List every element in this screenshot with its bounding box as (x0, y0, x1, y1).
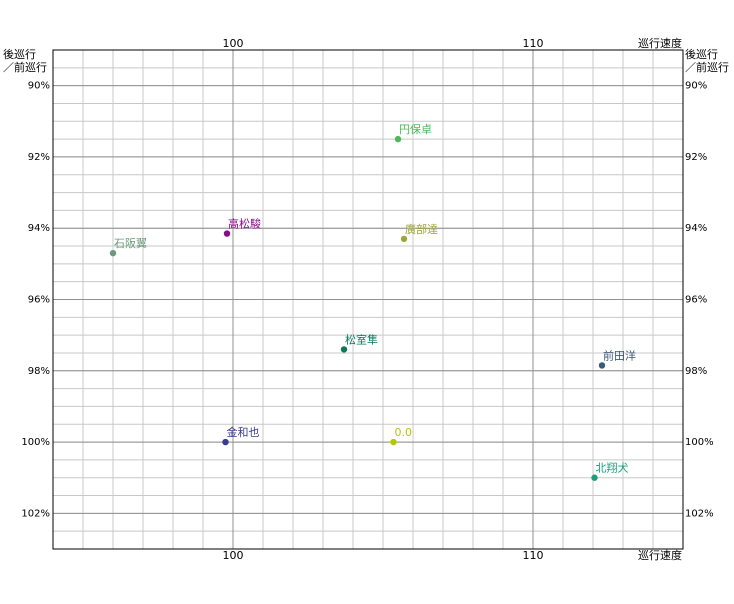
point-label: 廣部達 (405, 222, 438, 236)
x-tick-label: 110 (523, 549, 544, 562)
x-tick-label: 100 (223, 37, 244, 50)
point-label: 北翔犬 (596, 461, 629, 475)
y-axis-label: ／前巡行 (3, 60, 47, 74)
y-tick-label: 90% (685, 81, 707, 92)
plot-frame (52, 49, 684, 550)
point (223, 230, 231, 237)
point (340, 346, 348, 353)
point (390, 438, 397, 446)
point-label: 前田洋 (603, 348, 636, 362)
y-tick-label: 92% (28, 152, 50, 163)
x-tick-label: 110 (523, 37, 544, 50)
y-tick-label: 102% (21, 508, 50, 519)
y-tick-label: 98% (28, 366, 50, 377)
y-tick-label: 94% (685, 223, 707, 234)
point (400, 235, 408, 243)
point (109, 249, 117, 257)
x-axis-label: 巡行速度 (638, 36, 682, 50)
x-axis-label: 巡行速度 (638, 548, 682, 562)
y-tick-label: 94% (28, 223, 50, 234)
y-tick-label: 100% (21, 437, 50, 448)
y-tick-label: 98% (685, 366, 707, 377)
y-tick-label: 100% (685, 437, 714, 448)
point-label: 石阪翼 (114, 236, 147, 250)
point (598, 362, 606, 369)
point (591, 474, 598, 481)
y-tick-label: 96% (28, 295, 50, 306)
y-tick-label: 96% (685, 295, 707, 306)
y-tick-label: 92% (685, 152, 707, 163)
y-axis-label: 後巡行 (685, 47, 718, 61)
point (222, 438, 229, 446)
point-label: 松室隼 (345, 332, 378, 346)
y-axis-label: 後巡行 (3, 47, 36, 61)
x-tick-label: 100 (223, 549, 244, 562)
y-tick-label: 102% (685, 508, 714, 519)
point-label: 金和也 (227, 425, 260, 439)
y-tick-label: 90% (28, 81, 50, 92)
point-label: 0.0 (395, 426, 413, 439)
point-label: 円保卓 (399, 122, 432, 136)
y-axis-label: ／前巡行 (685, 60, 729, 74)
point (394, 135, 402, 143)
point-label: 高松駿 (228, 217, 261, 231)
